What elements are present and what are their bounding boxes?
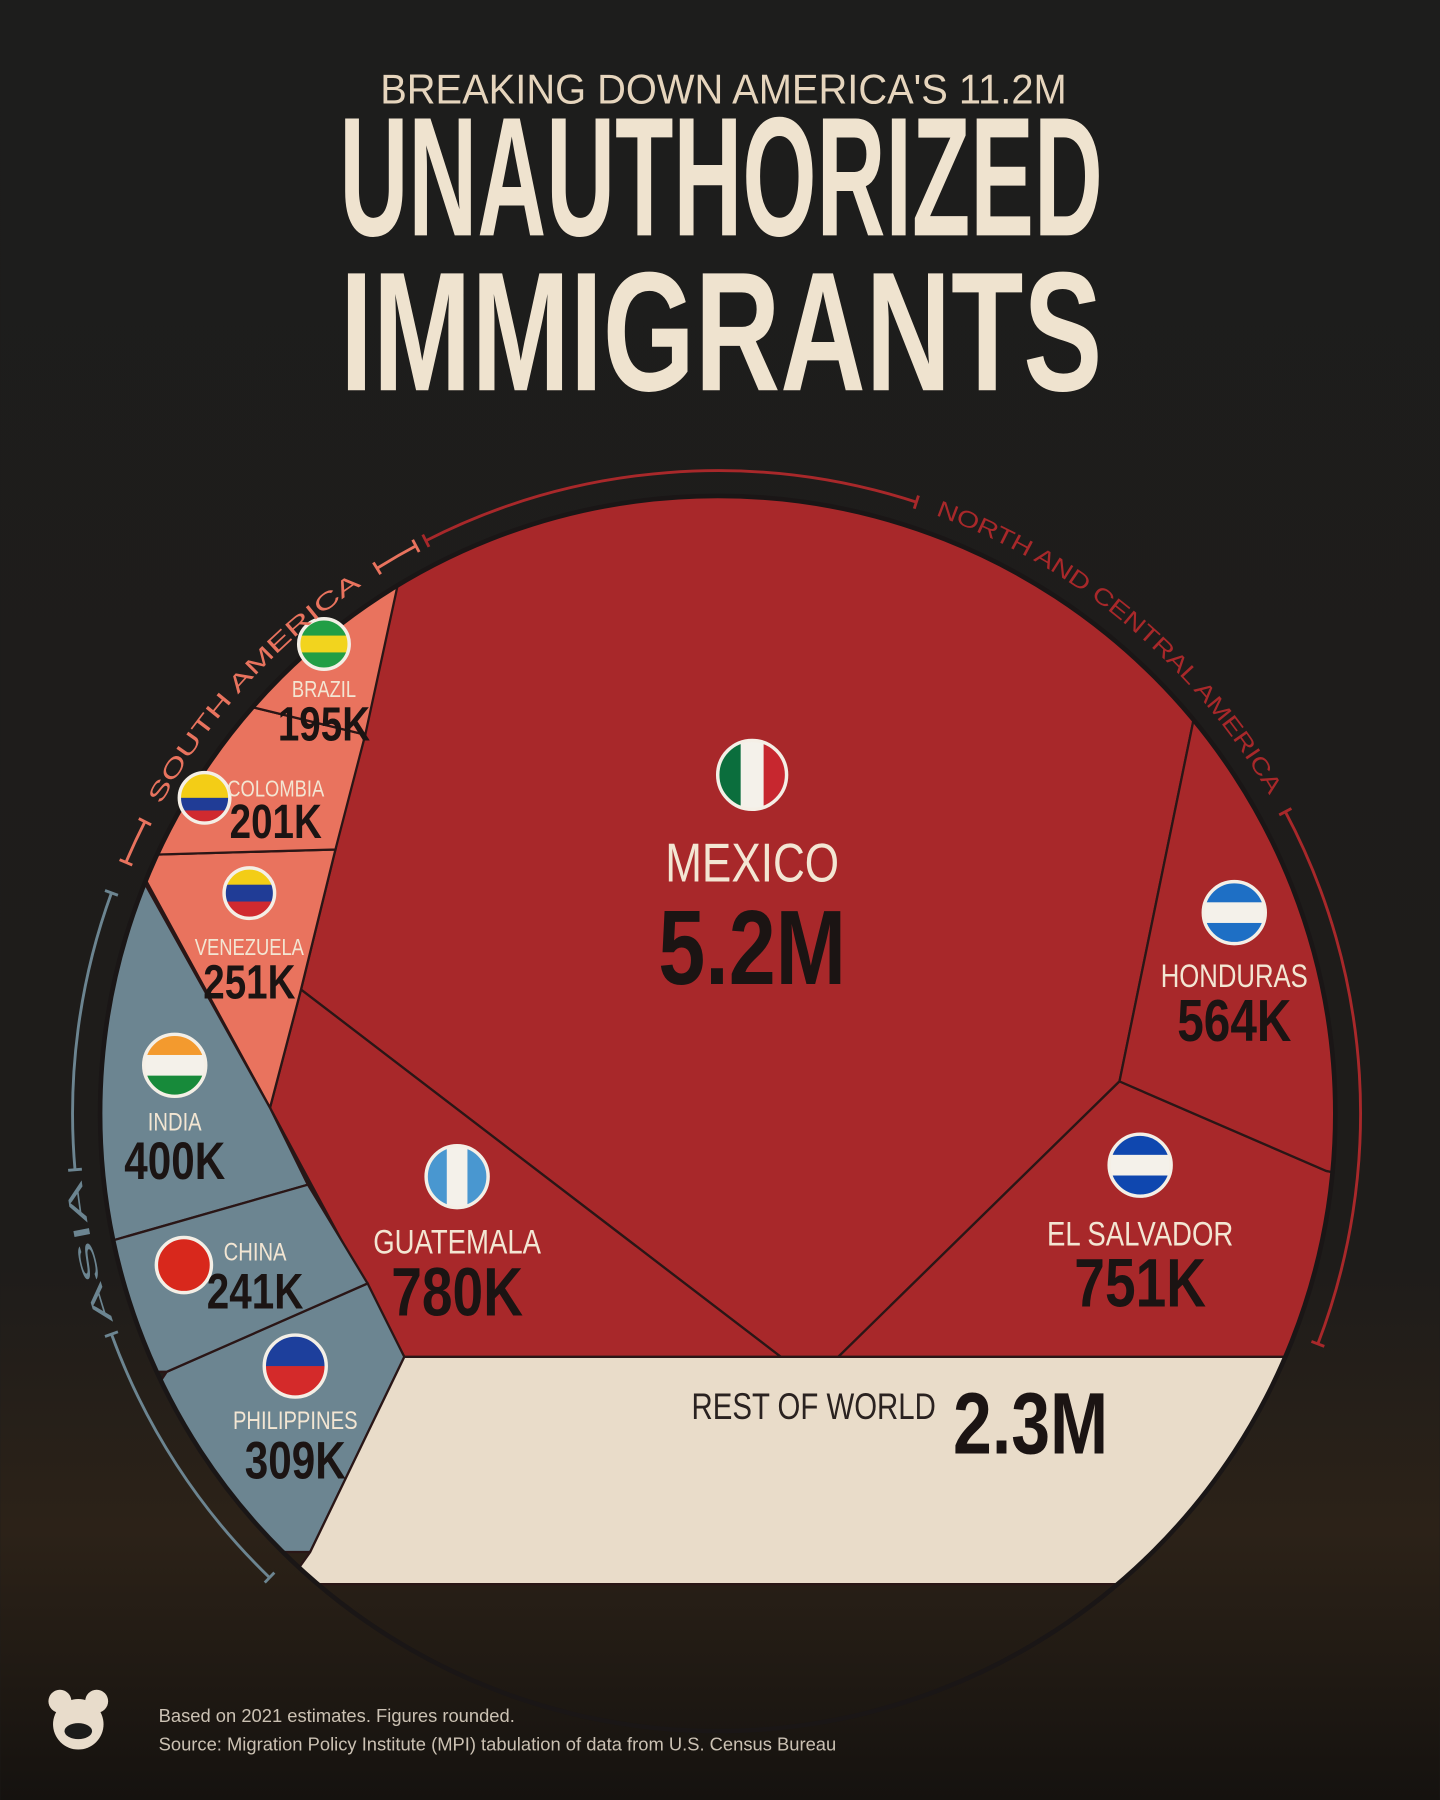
category-label: COLOMBIA bbox=[227, 777, 324, 802]
subtitle: BREAKING DOWN AMERICA'S 11.2M bbox=[380, 66, 1066, 112]
value-label: 195K bbox=[278, 697, 371, 751]
title-line: UNAUTHORIZED bbox=[339, 82, 1102, 272]
group-arc-tick bbox=[912, 495, 920, 510]
label-group: 564K bbox=[1177, 988, 1291, 1054]
flag-ring bbox=[1201, 879, 1268, 946]
value-label: 251K bbox=[203, 956, 296, 1010]
category-label: GUATEMALA bbox=[373, 1223, 541, 1262]
category-label: VENEZUELA bbox=[195, 935, 304, 960]
flag-stripe bbox=[446, 1145, 469, 1208]
label-group: REST OF WORLD bbox=[692, 1387, 936, 1428]
label-group: 400K bbox=[124, 1133, 225, 1192]
value-label: 780K bbox=[391, 1255, 523, 1331]
category-label: INDIA bbox=[148, 1108, 203, 1137]
label-group: COLOMBIA bbox=[227, 777, 324, 802]
flag-stripe bbox=[179, 797, 230, 812]
flag-ring bbox=[296, 617, 351, 671]
label-group: PHILIPPINES bbox=[233, 1406, 358, 1435]
flag-stripe bbox=[1109, 1154, 1172, 1177]
flag-stripe bbox=[224, 884, 275, 903]
label-group: 241K bbox=[207, 1263, 304, 1319]
group-arc-tick bbox=[421, 533, 431, 548]
title-line: IMMIGRANTS bbox=[340, 237, 1102, 427]
flag-stripe bbox=[1203, 902, 1266, 924]
group-arc-tick bbox=[263, 1571, 276, 1584]
flag-stripe bbox=[740, 740, 765, 810]
category-label: CHINA bbox=[224, 1237, 287, 1266]
category-label: EL SALVADOR bbox=[1047, 1215, 1233, 1254]
label-group: CHINA bbox=[224, 1237, 287, 1266]
category-label: REST OF WORLD bbox=[692, 1387, 936, 1428]
note: Source: Migration Policy Institute (MPI)… bbox=[159, 1734, 837, 1755]
group-arc bbox=[110, 1333, 271, 1579]
label-group: 309K bbox=[245, 1432, 346, 1491]
flag-ring bbox=[154, 1235, 214, 1295]
label-group: GUATEMALA bbox=[373, 1223, 541, 1262]
label-group: HONDURAS bbox=[1161, 960, 1308, 995]
value-label: 241K bbox=[207, 1263, 304, 1319]
category-label: MEXICO bbox=[665, 832, 839, 894]
flag-ring bbox=[177, 770, 232, 825]
group-arc-tick bbox=[68, 1167, 82, 1172]
label-group: 195K bbox=[278, 697, 371, 751]
label-group: BRAZIL bbox=[292, 677, 356, 702]
group-arc-tick bbox=[119, 858, 133, 867]
outline bbox=[97, 493, 1338, 1734]
flag-ring bbox=[1107, 1132, 1173, 1198]
value-label: 309K bbox=[245, 1432, 346, 1491]
flag-stripe bbox=[179, 785, 230, 799]
group-arc-tick bbox=[104, 1330, 119, 1338]
label-group: 2.3M bbox=[953, 1374, 1108, 1472]
value-label: 2.3M bbox=[953, 1374, 1108, 1472]
group-arc bbox=[425, 469, 917, 543]
label-group: VENEZUELA bbox=[195, 935, 304, 960]
flag-ring bbox=[262, 1333, 328, 1399]
label-group: EL SALVADOR bbox=[1047, 1215, 1233, 1254]
group-arc bbox=[1284, 811, 1362, 1345]
label-group: 5.2M bbox=[658, 889, 846, 1007]
label-group: INDIA bbox=[148, 1108, 203, 1137]
label-group: 201K bbox=[230, 795, 323, 849]
label-group: MEXICO bbox=[665, 832, 839, 894]
category-label: PHILIPPINES bbox=[233, 1406, 358, 1435]
flag-stripe bbox=[143, 1054, 206, 1077]
category-label: HONDURAS bbox=[1161, 960, 1308, 995]
value-label: 564K bbox=[1177, 988, 1291, 1054]
value-label: 201K bbox=[230, 795, 323, 849]
flag-ring bbox=[222, 866, 277, 921]
note: Based on 2021 estimates. Figures rounded… bbox=[159, 1705, 515, 1726]
group-arc-tick bbox=[104, 889, 119, 897]
label-group: 751K bbox=[1074, 1246, 1206, 1322]
flag-ring bbox=[424, 1143, 490, 1210]
group-arc bbox=[71, 892, 113, 1170]
value-label: 751K bbox=[1074, 1246, 1206, 1322]
flag-stripe bbox=[298, 635, 350, 653]
label-group: 251K bbox=[203, 956, 296, 1010]
group-arc-tick bbox=[1278, 807, 1293, 817]
label-group: 780K bbox=[391, 1255, 523, 1331]
flag-ring bbox=[715, 738, 789, 812]
flag-ring bbox=[142, 1032, 208, 1099]
value-label: 400K bbox=[124, 1133, 225, 1192]
logo bbox=[48, 1689, 109, 1750]
value-label: 5.2M bbox=[658, 889, 846, 1007]
group-arc-tick bbox=[1310, 1340, 1325, 1348]
group-arc-tick bbox=[138, 817, 152, 827]
group-arc-tick bbox=[372, 561, 382, 575]
category-label: BRAZIL bbox=[292, 677, 356, 702]
group-arc-tick bbox=[411, 539, 421, 553]
